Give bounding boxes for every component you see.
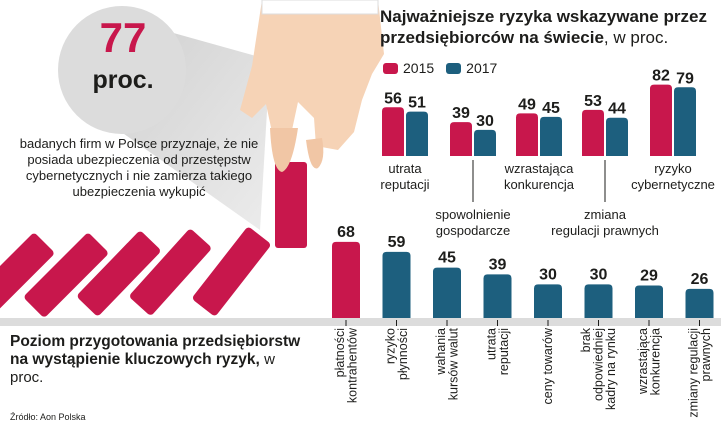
headline-circle [58,6,186,134]
bottom-category-label-5-2: kadry na rynku [604,328,618,410]
domino-3 [77,231,160,316]
top-value-2015-1: 39 [452,105,470,122]
bottom-value-5: 30 [590,266,608,283]
bottom-value-4: 30 [539,266,557,283]
top-value-2015-3: 53 [584,93,602,110]
bottom-category-label-7-1: prawnych [699,328,713,382]
bottom-chart-title-unit: w proc. [10,351,275,386]
top-category-label-2-1: konkurencja [504,177,575,192]
bottom-category-label-6-1: konkurencja [648,328,662,395]
bottom-value-3: 39 [489,256,507,273]
top-bar-2015-1 [450,122,472,156]
bottom-category-label-4-0: ceny towarów [541,327,555,404]
floor-band [0,318,721,326]
legend-swatch-2017 [446,62,462,74]
top-bar-2017-0 [406,111,428,156]
top-chart-title: Najważniejsze ryzyka wskazywane przez pr… [380,6,720,48]
bottom-category-label-6-0: wzrastająca [636,328,650,395]
top-value-2017-3: 44 [608,101,626,118]
top-bar-2017-3 [606,117,628,156]
top-value-2015-4: 82 [652,68,670,85]
headline-unit: proc. [92,66,154,94]
sleeve-cuff [261,0,379,15]
top-value-2017-2: 45 [542,100,560,117]
top-category-label-3-0: zmiana [584,207,627,222]
finger-shape [306,138,324,169]
bottom-category-label-2-1: kursów walut [446,327,460,400]
domino-2 [24,233,108,317]
source-note: Źródło: Aon Polska [10,412,86,422]
bottom-category-label-3-0: utrata [484,328,498,360]
top-category-label-4-0: ryzyko [654,161,692,176]
top-bar-2015-3 [582,109,604,156]
headline-description: badanych firm w Polsce przyznaje, że nie… [19,136,259,199]
headline-number: 77 [99,14,147,61]
bottom-chart-title-text: Poziom przygotowania przedsiębiorstw na … [10,333,301,368]
thumb-shape [270,128,298,172]
top-category-label-1-0: spowolnienie [435,207,510,222]
bottom-category-label-0-0: płatności [333,328,347,377]
hand-illustration [240,0,384,248]
top-value-2017-0: 51 [408,95,426,112]
top-value-2015-2: 49 [518,96,536,113]
top-bar-2017-2 [540,116,562,156]
bottom-category-label-2-0: wahania [434,328,448,376]
domino-5 [192,227,271,316]
top-value-2017-1: 30 [476,113,494,130]
bottom-category-label-1-1: płynności [396,328,410,380]
bottom-value-0: 68 [337,224,355,241]
top-category-label-1-1: gospodarcze [436,223,510,238]
top-value-2017-4: 79 [676,70,694,87]
bottom-bar-1 [382,251,411,318]
hand-shape [240,0,384,150]
bottom-bar-2 [433,267,461,318]
top-bar-2017-4 [674,87,696,156]
top-category-label-2-0: wzrastająca [504,161,574,176]
bottom-bar-4 [534,284,562,318]
legend-swatch-2015 [383,62,398,74]
bottom-category-label-5-0: brak [579,327,593,352]
bottom-bar-0 [332,241,360,318]
legend-label-2017: 2017 [466,60,498,76]
bottom-category-label-7-0: zmiany regulacji [686,328,700,418]
bottom-bar-3 [483,274,512,318]
bottom-chart-title: Poziom przygotowania przedsiębiorstw na … [10,333,310,387]
bottom-value-6: 29 [640,268,658,285]
bottom-value-2: 45 [438,250,456,267]
bottom-bar-7 [685,288,714,318]
legend-label-2015: 2015 [403,60,435,76]
domino-1 [0,233,54,317]
top-category-label-4-1: cybernetyczne [631,177,715,192]
top-category-label-0-1: reputacji [380,177,429,192]
top-category-label-3-1: regulacji prawnych [551,223,659,238]
bottom-category-label-1-0: ryzyko [383,328,397,364]
top-chart-title-text: Najważniejsze ryzyka wskazywane przez pr… [380,7,707,47]
top-category-label-0-0: utrata [388,161,422,176]
top-bar-2015-0 [382,107,404,156]
bottom-bar-6 [635,285,663,318]
top-bar-2015-2 [516,113,538,156]
bottom-bar-5 [584,284,613,318]
bottom-category-label-5-1: odpowiedniej [592,328,606,401]
top-bar-2015-4 [650,84,672,156]
domino-group [0,227,271,317]
top-bar-2017-1 [474,129,496,156]
top-chart-legend: 2015 2017 [383,60,509,76]
bottom-category-label-0-1: kontrahentów [345,327,359,403]
top-value-2015-0: 56 [384,90,402,107]
held-domino [275,162,307,248]
bottom-value-1: 59 [388,234,406,251]
top-chart-title-unit: , w proc. [603,28,669,47]
domino-4 [130,229,211,315]
bottom-category-label-3-1: reputacji [497,328,511,375]
bottom-value-7: 26 [691,271,709,288]
